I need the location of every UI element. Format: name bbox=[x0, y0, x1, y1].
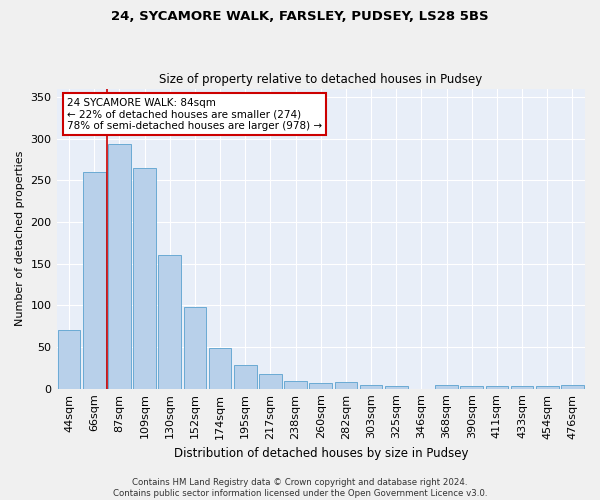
Bar bbox=[259, 374, 282, 388]
Bar bbox=[511, 386, 533, 388]
Bar bbox=[83, 172, 106, 388]
Bar bbox=[561, 386, 584, 388]
Bar bbox=[360, 384, 382, 388]
Bar bbox=[209, 348, 232, 389]
Bar bbox=[58, 330, 80, 388]
Bar bbox=[234, 366, 257, 388]
Bar bbox=[435, 386, 458, 388]
Bar bbox=[335, 382, 357, 388]
X-axis label: Distribution of detached houses by size in Pudsey: Distribution of detached houses by size … bbox=[173, 447, 468, 460]
Bar bbox=[536, 386, 559, 388]
Bar bbox=[158, 256, 181, 388]
Bar bbox=[385, 386, 407, 388]
Text: 24 SYCAMORE WALK: 84sqm
← 22% of detached houses are smaller (274)
78% of semi-d: 24 SYCAMORE WALK: 84sqm ← 22% of detache… bbox=[67, 98, 322, 131]
Bar bbox=[284, 381, 307, 388]
Y-axis label: Number of detached properties: Number of detached properties bbox=[15, 151, 25, 326]
Text: Contains HM Land Registry data © Crown copyright and database right 2024.
Contai: Contains HM Land Registry data © Crown c… bbox=[113, 478, 487, 498]
Bar bbox=[108, 144, 131, 388]
Bar bbox=[485, 386, 508, 388]
Bar bbox=[133, 168, 156, 388]
Text: 24, SYCAMORE WALK, FARSLEY, PUDSEY, LS28 5BS: 24, SYCAMORE WALK, FARSLEY, PUDSEY, LS28… bbox=[111, 10, 489, 23]
Bar bbox=[184, 307, 206, 388]
Title: Size of property relative to detached houses in Pudsey: Size of property relative to detached ho… bbox=[159, 73, 482, 86]
Bar bbox=[310, 383, 332, 388]
Bar bbox=[460, 386, 483, 388]
